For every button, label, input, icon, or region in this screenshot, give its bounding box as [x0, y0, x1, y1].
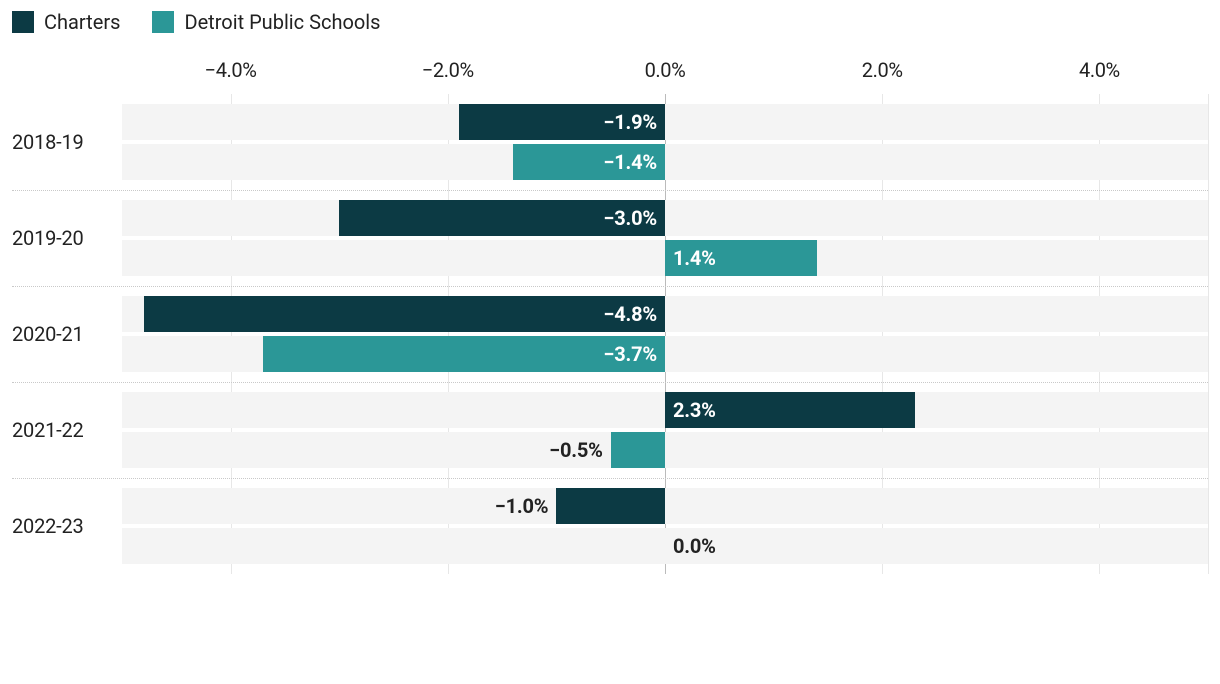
legend-item: Detroit Public Schools — [152, 10, 380, 34]
bar-row: −4.8% — [122, 296, 1208, 332]
gridline — [1208, 94, 1209, 574]
x-tick-label: 0.0% — [645, 58, 686, 82]
x-tick-label: −4.0% — [205, 58, 257, 82]
legend-label: Charters — [44, 10, 120, 34]
bar-value-label: −3.0% — [603, 206, 665, 230]
chart: −4.0% −2.0% 0.0% 2.0% 4.0% 2018-19 −1.9% −1.4%… — [12, 58, 1208, 574]
x-tick-label: 4.0% — [1079, 58, 1120, 82]
bar-value-label: −4.8% — [603, 302, 665, 326]
bar-row: −1.4% — [122, 144, 1208, 180]
category-group: 2020-21−4.8%−3.7% — [122, 286, 1208, 382]
y-category-label: 2018-19 — [12, 130, 110, 154]
legend-label: Detroit Public Schools — [184, 10, 380, 34]
legend: Charters Detroit Public Schools — [12, 10, 1208, 34]
bar — [611, 432, 665, 468]
bar-value-label: 2.3% — [665, 398, 716, 422]
category-group: 2021-222.3%−0.5% — [122, 382, 1208, 478]
bar-value-label: −1.0% — [495, 494, 557, 518]
bar-value-label: −1.9% — [603, 110, 665, 134]
bar-value-label: 1.4% — [665, 246, 716, 270]
x-tick-label: −2.0% — [422, 58, 474, 82]
x-axis: −4.0% −2.0% 0.0% 2.0% 4.0% — [122, 58, 1208, 88]
category-group: 2019-20−3.0%1.4% — [122, 190, 1208, 286]
bar-row: −3.7% — [122, 336, 1208, 372]
category-group: 2018-19−1.9%−1.4% — [122, 94, 1208, 190]
bar-row: −1.0% — [122, 488, 1208, 524]
y-category-label: 2020-21 — [12, 322, 110, 346]
legend-swatch — [12, 11, 34, 33]
y-category-label: 2021-22 — [12, 418, 110, 442]
bar-value-label: 0.0% — [665, 534, 716, 558]
category-group: 2022-23−1.0%0.0% — [122, 478, 1208, 574]
bar-row: −0.5% — [122, 432, 1208, 468]
y-category-label: 2022-23 — [12, 514, 110, 538]
bar-row: −3.0% — [122, 200, 1208, 236]
plot-area: 2018-19−1.9%−1.4%2019-20−3.0%1.4%2020-21… — [122, 94, 1208, 574]
bar-row: −1.9% — [122, 104, 1208, 140]
bar-value-label: −0.5% — [549, 438, 611, 462]
bar-row: 2.3% — [122, 392, 1208, 428]
legend-swatch — [152, 11, 174, 33]
y-category-label: 2019-20 — [12, 226, 110, 250]
bar-row: 0.0% — [122, 528, 1208, 564]
legend-item: Charters — [12, 10, 120, 34]
bar — [556, 488, 665, 524]
bar — [144, 296, 665, 332]
bar-value-label: −1.4% — [603, 150, 665, 174]
bar-value-label: −3.7% — [603, 342, 665, 366]
x-tick-label: 2.0% — [862, 58, 903, 82]
bar-row: 1.4% — [122, 240, 1208, 276]
